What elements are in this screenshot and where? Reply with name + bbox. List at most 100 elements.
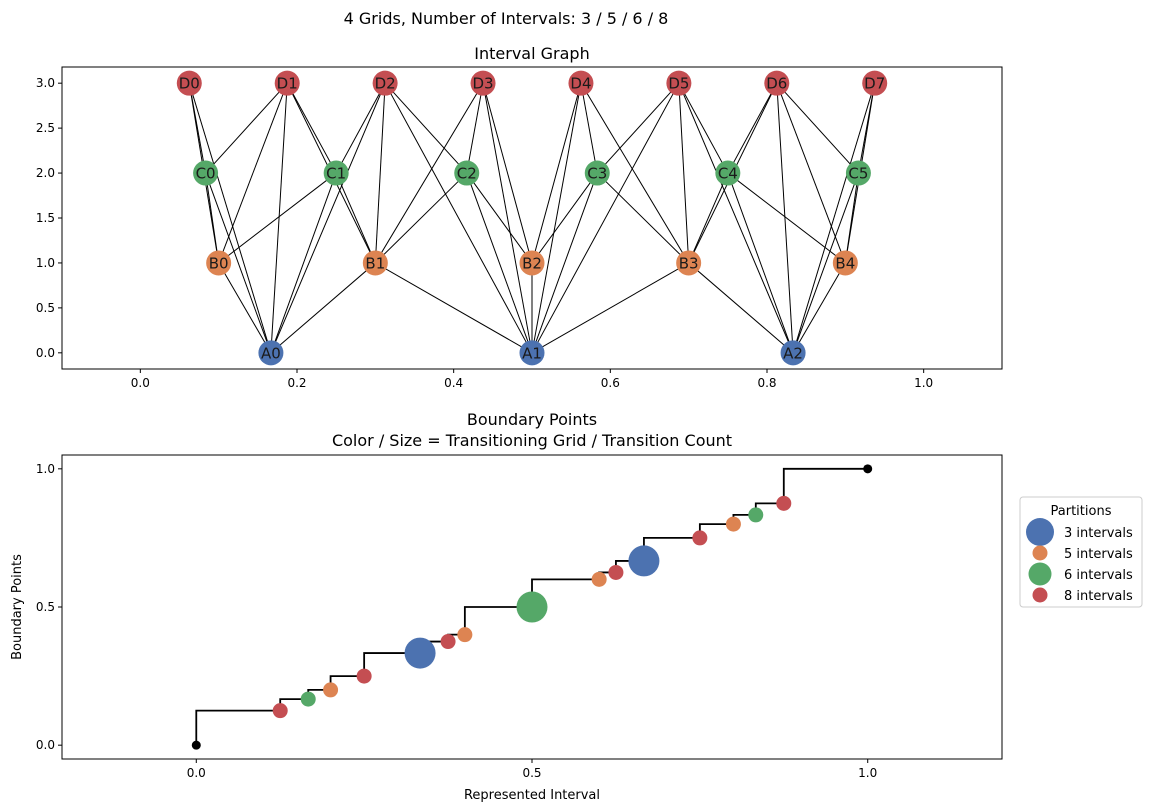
graph-edge (727, 82, 778, 174)
graph-edge (776, 82, 859, 174)
boundary-xtick-label: 0.5 (522, 766, 541, 780)
graph-node (862, 70, 888, 96)
graph-ytick-label: 0.5 (36, 301, 55, 315)
graph-edge (270, 262, 376, 354)
graph-edge (384, 82, 533, 354)
graph-edge (335, 82, 386, 174)
graph-edge (792, 262, 846, 354)
graph-edge (270, 172, 337, 353)
boundary-ylabel: Boundary Points (10, 554, 25, 660)
boundary-xtick-label: 0.0 (187, 766, 206, 780)
graph-edge (482, 83, 533, 264)
graph-ytick-label: 2.5 (36, 121, 55, 135)
graph-title: Interval Graph (474, 44, 589, 63)
legend-marker (1026, 518, 1054, 546)
boundary-point (300, 691, 316, 707)
graph-edge (857, 83, 876, 174)
graph-node (454, 160, 480, 186)
graph-edge (335, 172, 376, 264)
graph-edge (466, 83, 484, 174)
boundary-point (692, 530, 708, 546)
graph-node (666, 70, 692, 96)
boundary-endpoint (191, 740, 201, 750)
boundary-ytick-label: 0.5 (36, 600, 55, 614)
graph-ytick-label: 2.0 (36, 166, 55, 180)
graph-edge (466, 172, 533, 264)
graph-node-label: B1 (365, 254, 385, 272)
graph-node (568, 70, 594, 96)
graph-node (519, 250, 545, 276)
graph-node (845, 160, 871, 186)
graph-node-label: C2 (457, 165, 477, 183)
graph-edge (678, 82, 794, 354)
boundary-ytick-label: 0.0 (36, 738, 55, 752)
legend-label: 5 intervals (1064, 547, 1133, 562)
boundary-plot-frame (61, 454, 1003, 760)
graph-node-label: A1 (522, 344, 542, 362)
graph-ytick-label: 1.0 (36, 256, 55, 270)
graph-edge (374, 82, 484, 264)
graph-xtick-label: 0.6 (601, 376, 620, 390)
legend: Partitions 3 intervals 5 intervals 6 inter… (1019, 496, 1143, 608)
boundary-title: Boundary Points (467, 410, 597, 429)
graph-node-label: D6 (766, 75, 787, 93)
graph-edge (596, 82, 680, 174)
figure-suptitle: 4 Grids, Number of Intervals: 3 / 5 / 6 … (344, 9, 669, 28)
graph-node-label: D4 (570, 75, 591, 93)
graph-node-label: D7 (864, 75, 885, 93)
graph-node-label: D2 (375, 75, 396, 93)
graph-node-label: B4 (835, 254, 855, 272)
graph-xtick-label: 0.2 (287, 376, 306, 390)
graph-node-label: B0 (209, 254, 229, 272)
graph-node (584, 160, 610, 186)
boundary-xlabel: Represented Interval (464, 788, 600, 803)
graph-node (676, 250, 702, 276)
graph-edge (218, 262, 272, 354)
graph-node-label: D3 (472, 75, 493, 93)
graph-node-label: B2 (522, 254, 542, 272)
graph-edges (188, 82, 876, 354)
graph-node-label: D1 (277, 75, 298, 93)
graph-edge (375, 262, 533, 354)
legend-label: 8 intervals (1064, 589, 1133, 604)
graph-edge (531, 82, 680, 354)
graph-node (206, 250, 232, 276)
graph-edge (374, 172, 468, 264)
boundary-endpoint (863, 464, 873, 474)
legend-marker (1028, 562, 1052, 586)
graph-edge (580, 83, 598, 174)
graph-edge (792, 172, 859, 353)
graph-edge (776, 83, 846, 264)
graph-edge (531, 83, 582, 264)
boundary-point (404, 637, 436, 669)
graph-edge (205, 82, 288, 174)
boundary-point (725, 516, 741, 532)
boundary-xtick-label: 1.0 (858, 766, 877, 780)
graph-node-label: C4 (718, 165, 738, 183)
graph-node (362, 250, 388, 276)
graph-node-label: C3 (587, 165, 607, 183)
graph-node-label: C0 (196, 165, 216, 183)
boundary-point (272, 703, 288, 719)
graph-axes: 0.0 0.2 0.4 0.6 0.8 1.0 0.0 0.5 1.0 1.5 2.0 2.5 3.0 (36, 76, 933, 390)
graph-node (323, 160, 349, 186)
graph-node-label: D0 (179, 75, 200, 93)
graph-plot-frame (61, 66, 1003, 370)
graph-edge (218, 83, 288, 264)
boundary-point (323, 682, 339, 698)
graph-edge (188, 83, 207, 174)
graph-edge (596, 172, 690, 264)
graph-nodes: A0 A1 A2 B0 B1 B2 B3 B4 C0 C1 C2 C3 C4 C5 D0 D1 D2 D3 D4 D5… (176, 70, 888, 366)
graph-node-label: B3 (679, 254, 699, 272)
graph-edge (466, 172, 533, 353)
boundary-ytick-label: 1.0 (36, 462, 55, 476)
graph-node (780, 340, 806, 366)
graph-node (372, 70, 398, 96)
graph-edge (678, 82, 729, 174)
graph-xtick-label: 1.0 (914, 376, 933, 390)
graph-edge (688, 262, 794, 354)
graph-node-label: C1 (326, 165, 346, 183)
graph-node-label: D5 (668, 75, 689, 93)
boundary-point (591, 571, 607, 587)
boundary-point (516, 591, 548, 623)
